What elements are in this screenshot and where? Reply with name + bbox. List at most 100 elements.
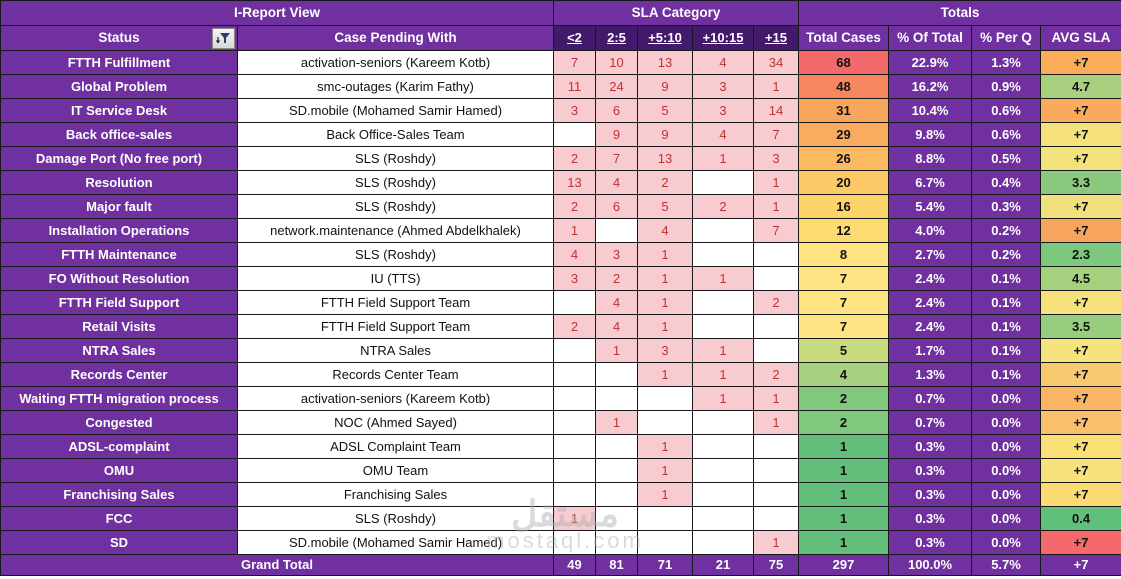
- pct-of-total-cell[interactable]: 0.3%: [888, 482, 973, 507]
- sla-count-cell[interactable]: 1: [595, 410, 638, 435]
- grand-total-pct-cell[interactable]: 100.0%: [888, 554, 973, 576]
- sla-count-cell[interactable]: [595, 482, 638, 507]
- grand-total-avg-sla-cell[interactable]: +7: [1040, 554, 1121, 576]
- column-header-sla-15plus[interactable]: +15: [752, 25, 800, 51]
- sla-count-cell[interactable]: 4: [595, 314, 638, 339]
- pct-of-total-cell[interactable]: 1.7%: [888, 338, 973, 363]
- pct-of-total-cell[interactable]: 2.4%: [888, 314, 973, 339]
- column-header-sla-10-15[interactable]: +10:15: [692, 25, 754, 51]
- avg-sla-cell[interactable]: +7: [1040, 482, 1121, 507]
- sla-count-cell[interactable]: [692, 314, 754, 339]
- pct-of-total-cell[interactable]: 0.3%: [888, 530, 973, 555]
- pct-per-q-cell[interactable]: 1.3%: [971, 50, 1042, 75]
- avg-sla-cell[interactable]: +7: [1040, 458, 1121, 483]
- sla-count-cell[interactable]: [595, 506, 638, 531]
- pct-of-total-cell[interactable]: 8.8%: [888, 146, 973, 171]
- sla-count-cell[interactable]: 1: [637, 242, 693, 267]
- case-pending-cell[interactable]: ADSL Complaint Team: [237, 434, 554, 459]
- sla-count-cell[interactable]: 7: [553, 50, 596, 75]
- column-header-case-pending[interactable]: Case Pending With: [237, 25, 554, 51]
- pct-per-q-cell[interactable]: 0.0%: [971, 434, 1042, 459]
- status-cell[interactable]: Damage Port (No free port): [0, 146, 238, 171]
- total-cases-cell[interactable]: 12: [798, 218, 890, 243]
- avg-sla-cell[interactable]: +7: [1040, 122, 1121, 147]
- avg-sla-cell[interactable]: +7: [1040, 338, 1121, 363]
- sla-count-cell[interactable]: [752, 482, 800, 507]
- pct-of-total-cell[interactable]: 0.3%: [888, 458, 973, 483]
- total-cases-cell[interactable]: 29: [798, 122, 890, 147]
- pct-per-q-cell[interactable]: 0.5%: [971, 146, 1042, 171]
- status-cell[interactable]: FTTH Fulfillment: [0, 50, 238, 75]
- avg-sla-cell[interactable]: +7: [1040, 410, 1121, 435]
- sla-count-cell[interactable]: 1: [637, 314, 693, 339]
- sla-count-cell[interactable]: [553, 482, 596, 507]
- pct-of-total-cell[interactable]: 9.8%: [888, 122, 973, 147]
- pct-of-total-cell[interactable]: 22.9%: [888, 50, 973, 75]
- sla-count-cell[interactable]: 9: [637, 122, 693, 147]
- case-pending-cell[interactable]: SD.mobile (Mohamed Samir Hamed): [237, 98, 554, 123]
- sla-count-cell[interactable]: 3: [752, 146, 800, 171]
- sla-count-cell[interactable]: [595, 458, 638, 483]
- avg-sla-cell[interactable]: +7: [1040, 218, 1121, 243]
- sla-count-cell[interactable]: [692, 506, 754, 531]
- total-cases-cell[interactable]: 1: [798, 506, 890, 531]
- sla-count-cell[interactable]: 4: [595, 170, 638, 195]
- sla-count-cell[interactable]: 1: [553, 506, 596, 531]
- avg-sla-cell[interactable]: 3.3: [1040, 170, 1121, 195]
- status-cell[interactable]: FO Without Resolution: [0, 266, 238, 291]
- pct-per-q-cell[interactable]: 0.3%: [971, 194, 1042, 219]
- status-cell[interactable]: Records Center: [0, 362, 238, 387]
- status-cell[interactable]: NTRA Sales: [0, 338, 238, 363]
- pct-of-total-cell[interactable]: 10.4%: [888, 98, 973, 123]
- case-pending-cell[interactable]: IU (TTS): [237, 266, 554, 291]
- sla-count-cell[interactable]: [553, 410, 596, 435]
- pct-of-total-cell[interactable]: 16.2%: [888, 74, 973, 99]
- case-pending-cell[interactable]: activation-seniors (Kareem Kotb): [237, 386, 554, 411]
- total-cases-cell[interactable]: 7: [798, 290, 890, 315]
- pct-of-total-cell[interactable]: 6.7%: [888, 170, 973, 195]
- sla-count-cell[interactable]: 10: [595, 50, 638, 75]
- sla-count-cell[interactable]: 3: [692, 98, 754, 123]
- sla-count-cell[interactable]: 1: [752, 530, 800, 555]
- total-cases-cell[interactable]: 5: [798, 338, 890, 363]
- case-pending-cell[interactable]: Franchising Sales: [237, 482, 554, 507]
- sla-count-cell[interactable]: 9: [637, 74, 693, 99]
- sla-count-cell[interactable]: 9: [595, 122, 638, 147]
- pct-per-q-cell[interactable]: 0.1%: [971, 290, 1042, 315]
- case-pending-cell[interactable]: activation-seniors (Kareem Kotb): [237, 50, 554, 75]
- sla-count-cell[interactable]: 7: [752, 122, 800, 147]
- pct-of-total-cell[interactable]: 4.0%: [888, 218, 973, 243]
- sla-count-cell[interactable]: 3: [637, 338, 693, 363]
- total-cases-cell[interactable]: 2: [798, 386, 890, 411]
- sla-count-cell[interactable]: [692, 458, 754, 483]
- pct-per-q-cell[interactable]: 0.0%: [971, 482, 1042, 507]
- sla-count-cell[interactable]: 4: [692, 122, 754, 147]
- sla-count-cell[interactable]: 1: [595, 338, 638, 363]
- sla-count-cell[interactable]: 2: [752, 290, 800, 315]
- pct-of-total-cell[interactable]: 2.4%: [888, 266, 973, 291]
- sla-count-cell[interactable]: 1: [692, 266, 754, 291]
- status-cell[interactable]: FTTH Maintenance: [0, 242, 238, 267]
- sla-count-cell[interactable]: [595, 530, 638, 555]
- grand-total-sla-cell[interactable]: 21: [692, 554, 754, 576]
- pct-per-q-cell[interactable]: 0.1%: [971, 338, 1042, 363]
- sla-count-cell[interactable]: 1: [752, 74, 800, 99]
- avg-sla-cell[interactable]: 0.4: [1040, 506, 1121, 531]
- pct-per-q-cell[interactable]: 0.6%: [971, 98, 1042, 123]
- column-header-sla-5-10[interactable]: +5:10: [637, 25, 693, 51]
- total-cases-cell[interactable]: 20: [798, 170, 890, 195]
- status-cell[interactable]: ADSL-complaint: [0, 434, 238, 459]
- sla-count-cell[interactable]: 3: [553, 98, 596, 123]
- total-cases-cell[interactable]: 1: [798, 458, 890, 483]
- pct-per-q-cell[interactable]: 0.0%: [971, 386, 1042, 411]
- column-header-status[interactable]: Status: [0, 25, 238, 51]
- sla-count-cell[interactable]: 2: [553, 146, 596, 171]
- column-header-avg-sla[interactable]: AVG SLA: [1040, 25, 1121, 51]
- sla-count-cell[interactable]: [752, 242, 800, 267]
- pct-per-q-cell[interactable]: 0.1%: [971, 266, 1042, 291]
- total-cases-cell[interactable]: 1: [798, 530, 890, 555]
- pct-of-total-cell[interactable]: 5.4%: [888, 194, 973, 219]
- column-header-sla-2-5[interactable]: 2:5: [595, 25, 638, 51]
- case-pending-cell[interactable]: network.maintenance (Ahmed Abdelkhalek): [237, 218, 554, 243]
- sla-count-cell[interactable]: [595, 362, 638, 387]
